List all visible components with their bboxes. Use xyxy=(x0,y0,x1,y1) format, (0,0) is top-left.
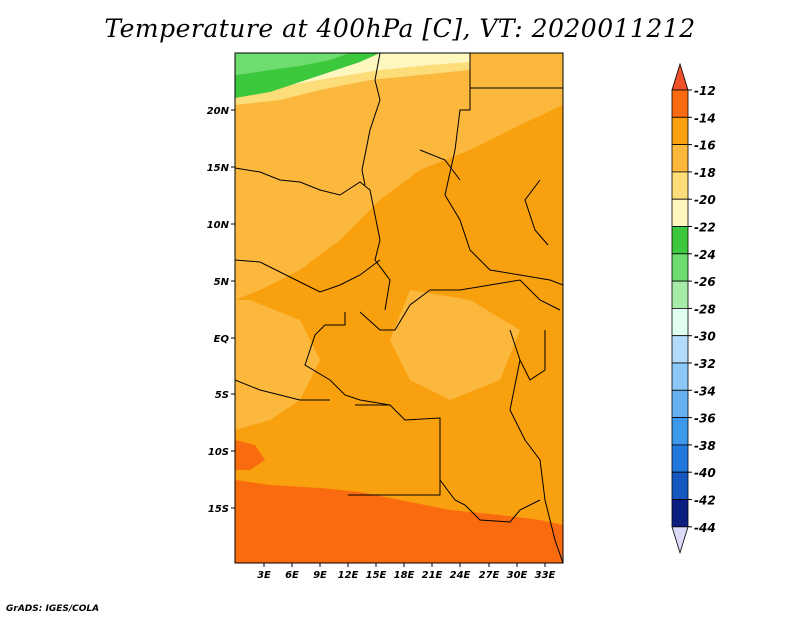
lon-label: 12E xyxy=(338,570,359,581)
lon-tick: 15E xyxy=(366,563,387,581)
colorbar-segment xyxy=(671,116,689,146)
colorbar-label: -16 xyxy=(694,139,716,153)
lat-tick: 10N xyxy=(207,220,235,231)
chart-title: Temperature at 400hPa [C], VT: 202001121… xyxy=(104,14,696,43)
colorbar-label: -14 xyxy=(694,111,716,125)
lon-tick: 9E xyxy=(313,563,327,581)
lat-label: 20N xyxy=(207,106,230,117)
field-band-dark-orange xyxy=(235,480,563,563)
colorbar: -12 -14 -16 -18 -20 -22 -24 -26 -28 -30 -32 -34 -36 -… xyxy=(671,62,716,555)
colorbar-label: -24 xyxy=(694,248,716,262)
lon-label: 24E xyxy=(450,570,471,581)
colorbar-segment xyxy=(671,444,689,473)
colorbar-segment xyxy=(671,253,689,282)
lon-tick: 3E xyxy=(257,563,271,581)
lat-tick: 5S xyxy=(215,390,235,401)
lon-tick: 24E xyxy=(450,563,471,581)
lon-label: 18E xyxy=(394,570,415,581)
lat-tick: 10S xyxy=(208,447,235,458)
longitude-axis: 3E 6E 9E 12E 15E 18E 21E 24E 27E 30E 33E xyxy=(257,563,556,581)
colorbar-label: -26 xyxy=(694,275,716,289)
colorbar-label: -42 xyxy=(694,494,716,508)
field-patch-central xyxy=(390,290,520,400)
lat-tick: 15S xyxy=(208,504,235,515)
colorbar-label: -12 xyxy=(694,84,716,98)
lat-label: 5N xyxy=(214,277,230,288)
colorbar-segment xyxy=(671,144,689,173)
colorbar-segment xyxy=(671,471,689,500)
colorbar-segment xyxy=(671,362,689,391)
lon-label: 3E xyxy=(257,570,271,581)
field-band-light-orange xyxy=(235,53,563,300)
lon-label: 15E xyxy=(366,570,387,581)
map-frame xyxy=(234,52,564,564)
colorbar-label: -22 xyxy=(694,221,716,235)
colorbar-label: -36 xyxy=(694,412,716,426)
colorbar-label: -30 xyxy=(694,330,716,344)
colorbar-segment xyxy=(671,198,689,227)
lon-label: 9E xyxy=(313,570,327,581)
lat-label: 10N xyxy=(207,220,230,231)
lat-label: 15S xyxy=(208,504,229,515)
lon-label: 6E xyxy=(285,570,299,581)
colorbar-segment xyxy=(671,89,689,118)
field-band-light-green xyxy=(235,53,350,75)
lon-tick: 12E xyxy=(338,563,359,581)
lon-label: 30E xyxy=(507,570,528,581)
field-patch-dark-orange xyxy=(235,440,265,470)
country-borders xyxy=(235,53,563,563)
colorbar-label: -18 xyxy=(694,166,716,180)
colorbar-bottom-arrow xyxy=(671,526,689,555)
lon-tick: 21E xyxy=(422,563,443,581)
colorbar-label: -34 xyxy=(694,384,716,398)
colorbar-label: -20 xyxy=(694,193,716,207)
colorbar-segment xyxy=(671,280,689,309)
lat-label: 15N xyxy=(207,163,230,174)
colorbar-top-arrow xyxy=(671,62,689,91)
latitude-axis: 20N 15N 10N 5N EQ 5S 10S 15S xyxy=(207,106,235,515)
lat-tick: 15N xyxy=(207,163,235,174)
lat-label: 10S xyxy=(208,447,229,458)
colorbar-label: -28 xyxy=(694,302,716,316)
lat-tick: EQ xyxy=(214,334,235,345)
colorbar-label: -38 xyxy=(694,439,716,453)
lon-tick: 30E xyxy=(507,563,528,581)
colorbar-segment xyxy=(671,307,689,337)
field-patch-west xyxy=(235,300,320,430)
lon-label: 33E xyxy=(535,570,556,581)
temperature-field xyxy=(235,53,563,563)
lon-label: 21E xyxy=(422,570,443,581)
colorbar-segment xyxy=(671,499,689,528)
colorbar-segment xyxy=(671,417,689,446)
colorbar-segment xyxy=(671,335,689,364)
colorbar-segment xyxy=(671,226,689,255)
colorbar-label: -44 xyxy=(694,521,716,535)
lon-tick: 6E xyxy=(285,563,299,581)
lon-label: 27E xyxy=(479,570,500,581)
colorbar-segment xyxy=(671,171,689,200)
colorbar-segment xyxy=(671,389,689,418)
lon-tick: 33E xyxy=(535,563,556,581)
lat-label: 5S xyxy=(215,390,229,401)
lon-tick: 18E xyxy=(394,563,415,581)
lat-tick: 5N xyxy=(214,277,235,288)
lat-tick: 20N xyxy=(207,106,235,117)
colorbar-label: -40 xyxy=(694,466,716,480)
credit-label: GrADS: IGES/COLA xyxy=(6,604,100,614)
lon-tick: 27E xyxy=(479,563,500,581)
colorbar-label: -32 xyxy=(694,357,716,371)
lat-label: EQ xyxy=(214,334,230,345)
